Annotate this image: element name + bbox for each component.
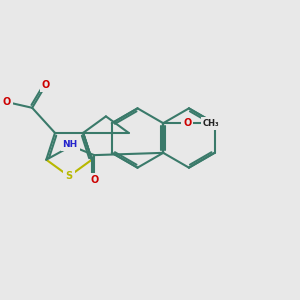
- Text: S: S: [65, 171, 73, 181]
- Text: O: O: [42, 80, 50, 90]
- Text: O: O: [183, 118, 191, 128]
- Text: CH₃: CH₃: [203, 119, 220, 128]
- Text: O: O: [90, 175, 98, 185]
- Text: O: O: [3, 97, 11, 107]
- Text: NH: NH: [63, 140, 78, 149]
